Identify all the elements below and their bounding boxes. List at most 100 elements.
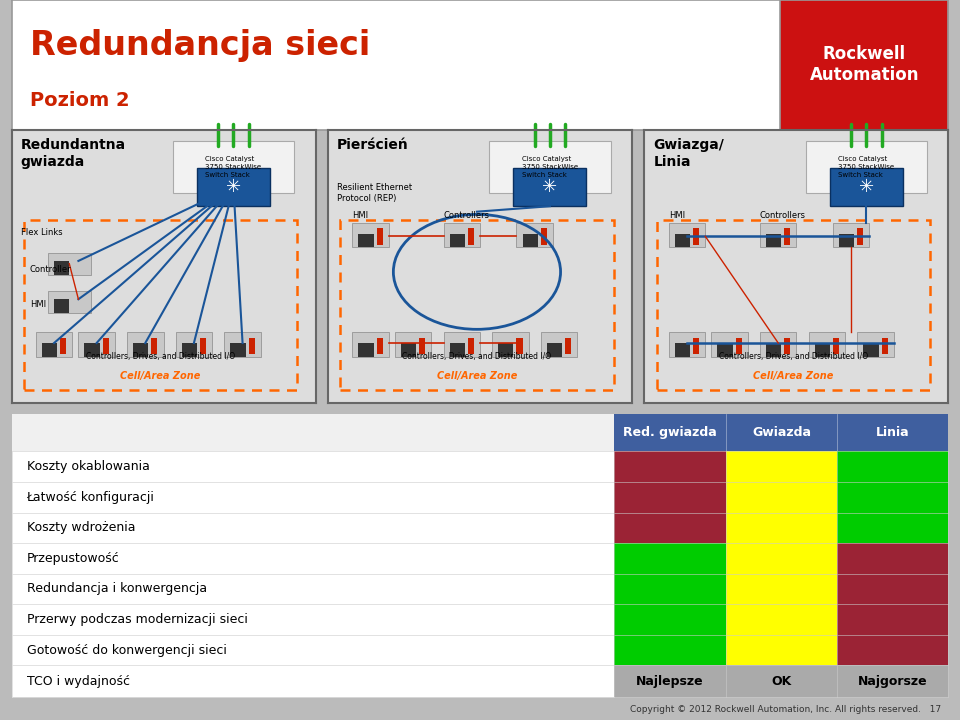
Bar — [340, 220, 613, 390]
Text: Przerwy podczas modernizacji sieci: Przerwy podczas modernizacji sieci — [27, 613, 248, 626]
Text: Resilient Ethernet
Protocol (REP): Resilient Ethernet Protocol (REP) — [337, 183, 412, 203]
Bar — [522, 233, 538, 247]
FancyBboxPatch shape — [514, 168, 587, 206]
Bar — [857, 228, 863, 245]
Text: Przepustowość: Przepustowość — [27, 552, 119, 565]
Text: Cell/Area Zone: Cell/Area Zone — [754, 372, 833, 382]
Bar — [675, 343, 690, 356]
Bar — [133, 343, 148, 356]
Bar — [833, 222, 870, 247]
Text: Gwiazga/
Linia: Gwiazga/ Linia — [654, 138, 725, 169]
Bar — [60, 338, 66, 354]
Bar — [84, 343, 100, 356]
Text: Linia: Linia — [876, 426, 910, 439]
Text: HMI: HMI — [352, 211, 369, 220]
Text: Controllers, Drives, and Distributed I/O: Controllers, Drives, and Distributed I/O — [85, 352, 235, 361]
Text: Controllers, Drives, and Distributed I/O: Controllers, Drives, and Distributed I/O — [719, 352, 868, 361]
Bar — [693, 228, 699, 245]
Text: Cisco Catalyst
3750 StackWise
Switch Stack: Cisco Catalyst 3750 StackWise Switch Sta… — [838, 156, 895, 178]
Text: ✳: ✳ — [859, 178, 874, 196]
Bar — [358, 233, 373, 247]
Bar — [449, 343, 465, 356]
Text: OK: OK — [771, 675, 792, 688]
Text: Redundancja sieci: Redundancja sieci — [31, 29, 371, 61]
Bar — [784, 338, 790, 354]
Bar — [225, 332, 261, 356]
Text: Redundancja i konwergencja: Redundancja i konwergencja — [27, 582, 206, 595]
Bar — [54, 261, 69, 274]
Bar — [48, 291, 90, 313]
Bar — [540, 332, 577, 356]
Bar — [760, 222, 797, 247]
Bar — [249, 338, 254, 354]
Bar — [669, 222, 706, 247]
Bar — [489, 140, 611, 192]
Bar — [230, 343, 246, 356]
Bar — [766, 233, 781, 247]
Bar — [675, 233, 690, 247]
Bar — [863, 343, 878, 356]
Bar — [735, 338, 742, 354]
Text: Cell/Area Zone: Cell/Area Zone — [437, 372, 517, 382]
Bar — [540, 228, 547, 245]
Bar — [766, 343, 781, 356]
Text: Pierścień: Pierścień — [337, 138, 409, 152]
Text: Łatwość konfiguracji: Łatwość konfiguracji — [27, 491, 155, 504]
Text: Koszty wdrożenia: Koszty wdrożenia — [27, 521, 135, 534]
Bar — [36, 332, 72, 356]
Text: Red. gwiazda: Red. gwiazda — [623, 426, 717, 439]
Bar — [444, 222, 480, 247]
Text: HMI: HMI — [669, 211, 684, 220]
Bar — [565, 338, 571, 354]
Text: Gotowość do konwergencji sieci: Gotowość do konwergencji sieci — [27, 644, 227, 657]
Bar — [358, 343, 373, 356]
Bar — [760, 332, 797, 356]
Bar — [401, 343, 416, 356]
Text: ✳: ✳ — [542, 178, 558, 196]
Bar — [657, 220, 930, 390]
Bar — [815, 343, 829, 356]
Bar — [376, 228, 383, 245]
Bar — [492, 332, 529, 356]
Bar — [181, 343, 197, 356]
Bar — [516, 338, 522, 354]
Bar — [173, 140, 294, 192]
Bar — [547, 343, 563, 356]
Bar — [176, 332, 212, 356]
Bar — [711, 332, 748, 356]
Bar — [717, 343, 732, 356]
Text: Najgorsze: Najgorsze — [858, 675, 927, 688]
Text: Koszty okablowania: Koszty okablowania — [27, 460, 150, 473]
Text: Cisco Catalyst
3750 StackWise
Switch Stack: Cisco Catalyst 3750 StackWise Switch Sta… — [522, 156, 578, 178]
Bar — [808, 332, 845, 356]
Bar — [79, 332, 115, 356]
Bar — [200, 338, 206, 354]
Text: Najlepsze: Najlepsze — [636, 675, 704, 688]
Bar — [449, 233, 465, 247]
Text: Controllers: Controllers — [760, 211, 806, 220]
Text: Controllers, Drives, and Distributed I/O: Controllers, Drives, and Distributed I/O — [402, 352, 552, 361]
Text: Flex Links: Flex Links — [21, 228, 62, 237]
Text: Controller: Controller — [30, 265, 71, 274]
Text: Rockwell
Automation: Rockwell Automation — [809, 45, 920, 84]
FancyBboxPatch shape — [197, 168, 270, 206]
Bar — [468, 338, 474, 354]
Bar — [784, 228, 790, 245]
Bar — [152, 338, 157, 354]
Bar — [127, 332, 163, 356]
Bar — [376, 338, 383, 354]
Bar — [833, 338, 839, 354]
Bar — [42, 343, 58, 356]
Bar — [420, 338, 425, 354]
Text: Cisco Catalyst
3750 StackWise
Switch Stack: Cisco Catalyst 3750 StackWise Switch Sta… — [205, 156, 261, 178]
Bar — [468, 228, 474, 245]
Text: HMI: HMI — [30, 300, 46, 309]
Bar — [48, 253, 90, 274]
Bar — [352, 332, 389, 356]
Bar — [805, 140, 927, 192]
Bar — [881, 338, 888, 354]
Bar — [857, 332, 894, 356]
Bar — [839, 233, 854, 247]
Text: Copyright © 2012 Rockwell Automation, Inc. All rights reserved.   17: Copyright © 2012 Rockwell Automation, In… — [630, 705, 941, 714]
FancyBboxPatch shape — [829, 168, 902, 206]
